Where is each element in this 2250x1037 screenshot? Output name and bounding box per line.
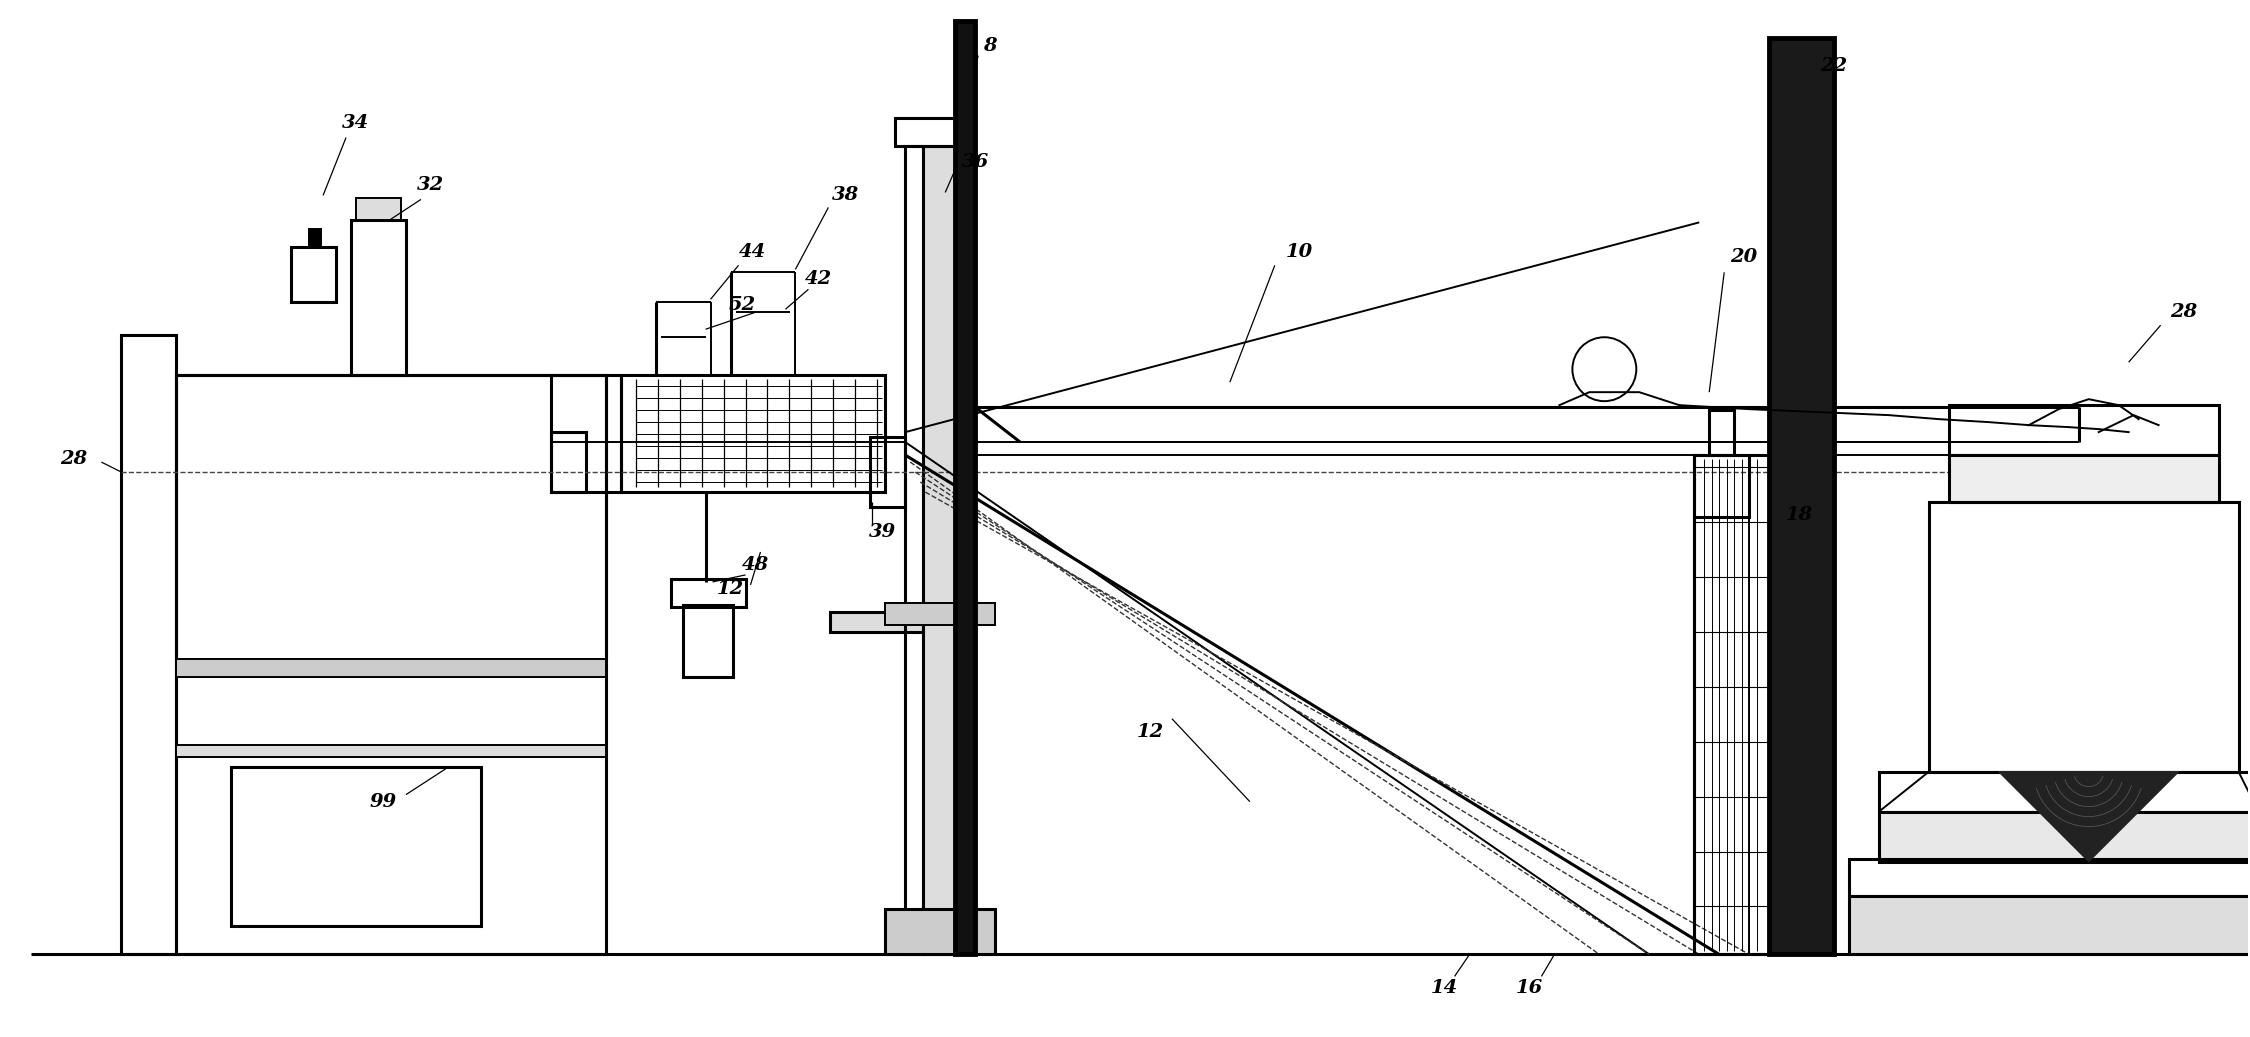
Text: 42: 42 [806, 271, 832, 288]
Text: 22: 22 [1820, 57, 1847, 75]
Text: 10: 10 [1287, 244, 1314, 261]
Text: 14: 14 [1431, 979, 1458, 998]
Text: 36: 36 [961, 153, 988, 171]
Bar [904, 145, 922, 954]
Text: 99: 99 [369, 792, 396, 811]
Bar [922, 145, 958, 954]
Text: 16: 16 [1516, 979, 1544, 998]
Bar [351, 221, 405, 375]
Bar [1710, 411, 1735, 455]
Bar [176, 658, 605, 677]
Bar [290, 248, 335, 303]
Bar [830, 612, 950, 632]
Bar [1850, 897, 2250, 954]
Bar [1948, 405, 2218, 455]
Bar [356, 198, 400, 221]
Bar [682, 605, 734, 677]
Bar [1879, 812, 2250, 862]
Text: 44: 44 [738, 244, 765, 261]
Bar [670, 579, 745, 607]
Polygon shape [1998, 772, 2178, 862]
Bar [1694, 455, 1768, 954]
Bar [176, 375, 605, 954]
Bar [956, 21, 974, 954]
Text: 8: 8 [983, 36, 997, 55]
Bar [1694, 455, 1748, 517]
Bar [308, 229, 322, 248]
Text: 18: 18 [1786, 506, 1814, 524]
Bar [871, 438, 904, 507]
Text: 12: 12 [1136, 723, 1163, 740]
Bar [896, 117, 974, 145]
Bar [232, 766, 482, 926]
Bar [1928, 502, 2239, 772]
Bar [884, 909, 994, 954]
Text: 38: 38 [832, 187, 860, 204]
Bar [1768, 37, 1834, 954]
Text: 20: 20 [1730, 248, 1757, 267]
Text: 32: 32 [416, 176, 446, 195]
Bar [621, 375, 884, 492]
Text: 48: 48 [742, 556, 770, 573]
Text: 52: 52 [729, 297, 756, 314]
Text: 28: 28 [61, 450, 88, 468]
Bar [122, 335, 176, 954]
Bar [1879, 772, 2250, 812]
Bar [884, 602, 994, 625]
Bar [1850, 859, 2250, 897]
Text: 39: 39 [868, 523, 896, 541]
Text: 34: 34 [342, 113, 369, 132]
Bar [551, 375, 621, 492]
Text: 28: 28 [2169, 303, 2198, 321]
Text: 12: 12 [718, 580, 745, 598]
Bar [551, 432, 585, 492]
Bar [1948, 455, 2218, 502]
Bar [176, 745, 605, 757]
